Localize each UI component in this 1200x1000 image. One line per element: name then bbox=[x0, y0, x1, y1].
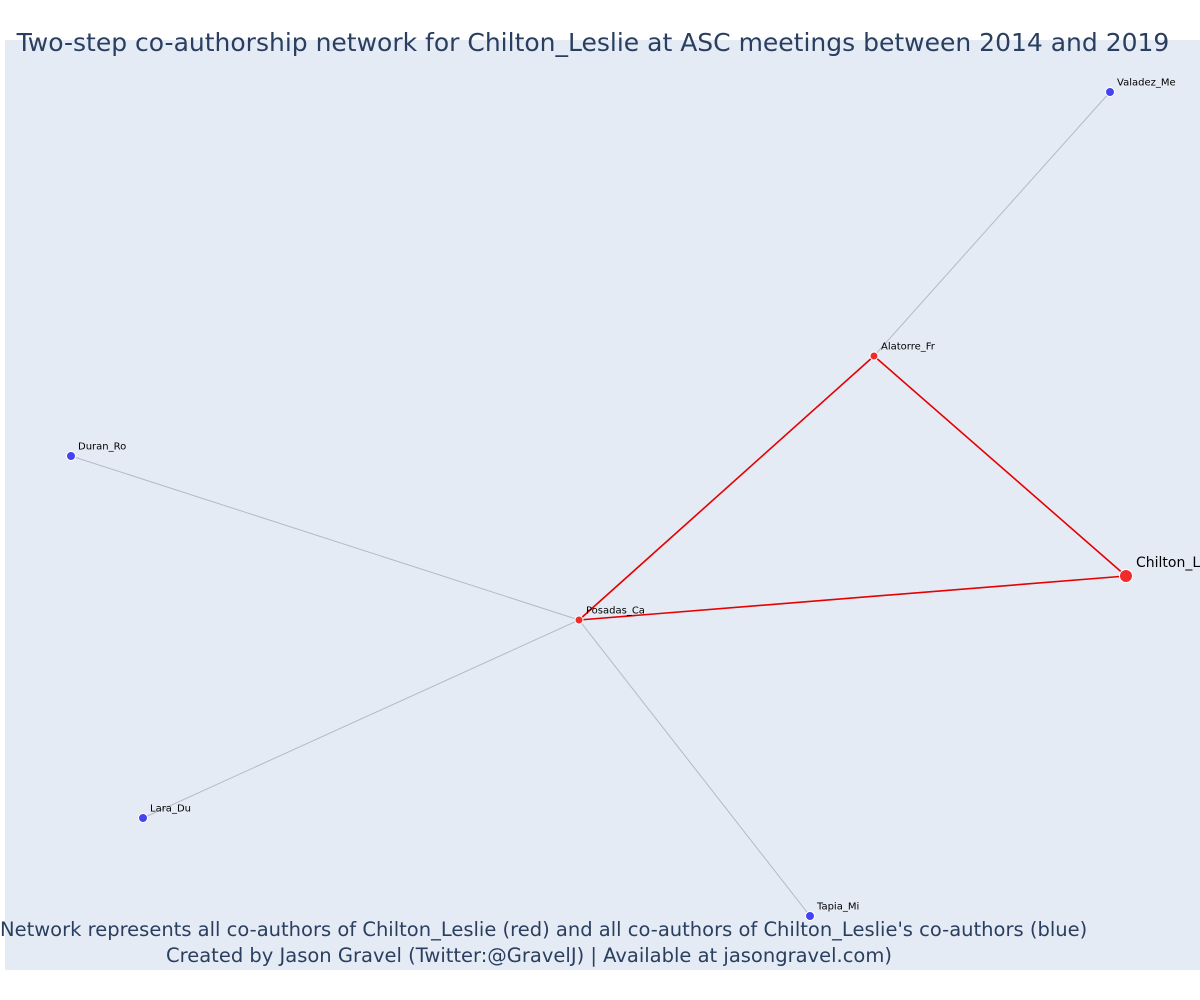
node-label-valadez-me: Valadez_Me bbox=[1117, 78, 1176, 89]
plot-area bbox=[5, 40, 1200, 970]
node-label-lara-du: Lara_Du bbox=[150, 804, 191, 815]
edge-chilton-leslie-alatorre-fr bbox=[873, 355, 1127, 577]
caption-credit-text: Created by Jason Gravel (Twitter:@Gravel… bbox=[166, 944, 892, 967]
edge-alatorre-fr-posadas-ca bbox=[578, 355, 875, 621]
caption-legend-text: Network represents all co-authors of Chi… bbox=[0, 918, 1088, 941]
node-chilton-leslie[interactable] bbox=[1119, 569, 1133, 583]
edge-posadas-ca-tapia-mi bbox=[578, 619, 811, 917]
node-duran-ro[interactable] bbox=[66, 451, 76, 461]
edge-alatorre-fr-valadez-me bbox=[873, 91, 1111, 357]
nodes-layer bbox=[66, 87, 1133, 921]
chart-title: Two-step co-authorship network for Chilt… bbox=[16, 28, 1170, 57]
node-posadas-ca[interactable] bbox=[574, 615, 584, 625]
node-valadez-me[interactable] bbox=[1105, 87, 1115, 97]
node-label-posadas-ca: Posadas_Ca bbox=[586, 606, 645, 617]
node-lara-du[interactable] bbox=[138, 813, 148, 823]
node-label-alatorre-fr: Alatorre_Fr bbox=[881, 342, 936, 353]
node-alatorre-fr[interactable] bbox=[869, 351, 879, 361]
edge-chilton-leslie-posadas-ca bbox=[578, 575, 1127, 621]
edges-layer bbox=[70, 91, 1127, 917]
edge-posadas-ca-duran-ro bbox=[70, 455, 580, 621]
edge-posadas-ca-lara-du bbox=[142, 619, 580, 819]
node-label-chilton-leslie: Chilton_Leslie bbox=[1136, 555, 1200, 571]
node-label-duran-ro: Duran_Ro bbox=[78, 442, 126, 453]
labels-layer: Chilton_Leslie Alatorre_Fr Posadas_Ca Valad… bbox=[78, 78, 1200, 913]
node-label-tapia-mi: Tapia_Mi bbox=[816, 902, 859, 913]
node-tapia-mi[interactable] bbox=[805, 911, 815, 921]
